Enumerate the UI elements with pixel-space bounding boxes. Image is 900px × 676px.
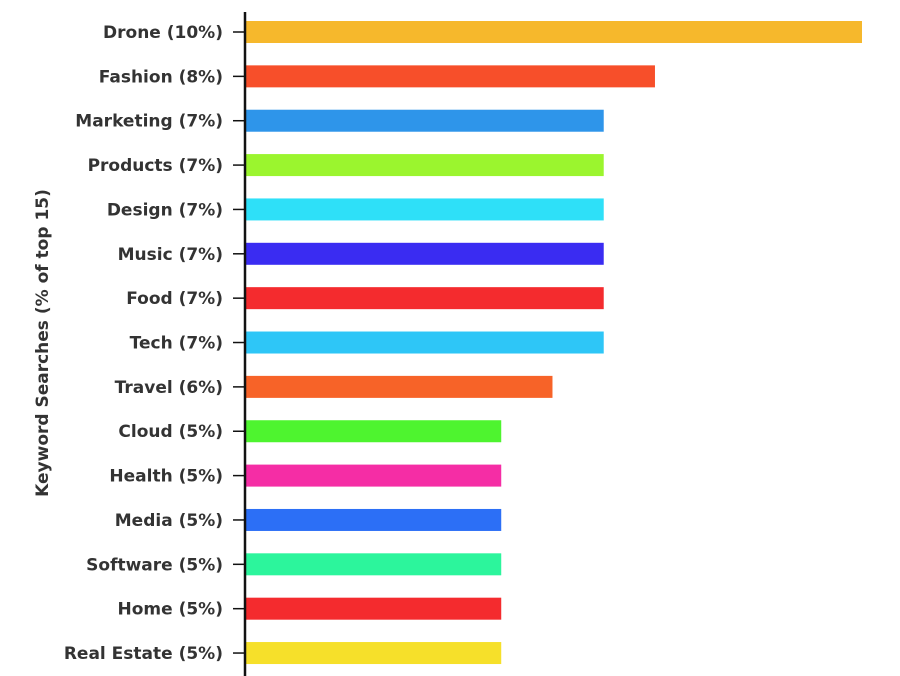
bar xyxy=(245,642,502,665)
bar xyxy=(245,420,502,443)
bar xyxy=(245,331,604,354)
bar xyxy=(245,375,553,398)
bar xyxy=(245,464,502,487)
bar xyxy=(245,198,604,221)
y-tick-label: Tech (7%) xyxy=(130,334,223,354)
category-labels: Drone (10%) Fashion (8%) Marketing (7%) Pro… xyxy=(64,23,223,664)
bars-layer xyxy=(245,21,862,665)
bar xyxy=(245,242,604,265)
y-tick-label: Travel (6%) xyxy=(115,378,223,398)
y-tick-label: Fashion (8%) xyxy=(99,67,223,87)
y-tick-label: Health (5%) xyxy=(109,467,223,487)
y-tick-label: Cloud (5%) xyxy=(118,422,223,442)
y-tick-label: Drone (10%) xyxy=(103,23,223,43)
y-tick-label: Design (7%) xyxy=(107,200,223,220)
bar xyxy=(245,109,604,132)
y-tick-label: Media (5%) xyxy=(115,511,223,531)
ticks-layer xyxy=(233,31,245,654)
y-tick-label: Software (5%) xyxy=(86,555,223,575)
y-tick-label: Products (7%) xyxy=(88,156,223,176)
y-tick-label: Music (7%) xyxy=(118,245,223,265)
bar xyxy=(245,508,502,531)
bar xyxy=(245,65,655,88)
bar xyxy=(245,553,502,576)
y-tick-label: Marketing (7%) xyxy=(75,112,223,132)
y-tick-label: Real Estate (5%) xyxy=(64,644,223,664)
bar xyxy=(245,287,604,310)
bar xyxy=(245,21,862,43)
bar xyxy=(245,597,502,620)
bar xyxy=(245,154,604,177)
y-axis-title: Keyword Searches (% of top 15) xyxy=(33,189,53,497)
y-tick-label: Food (7%) xyxy=(126,289,223,309)
y-tick-label: Home (5%) xyxy=(118,600,223,620)
